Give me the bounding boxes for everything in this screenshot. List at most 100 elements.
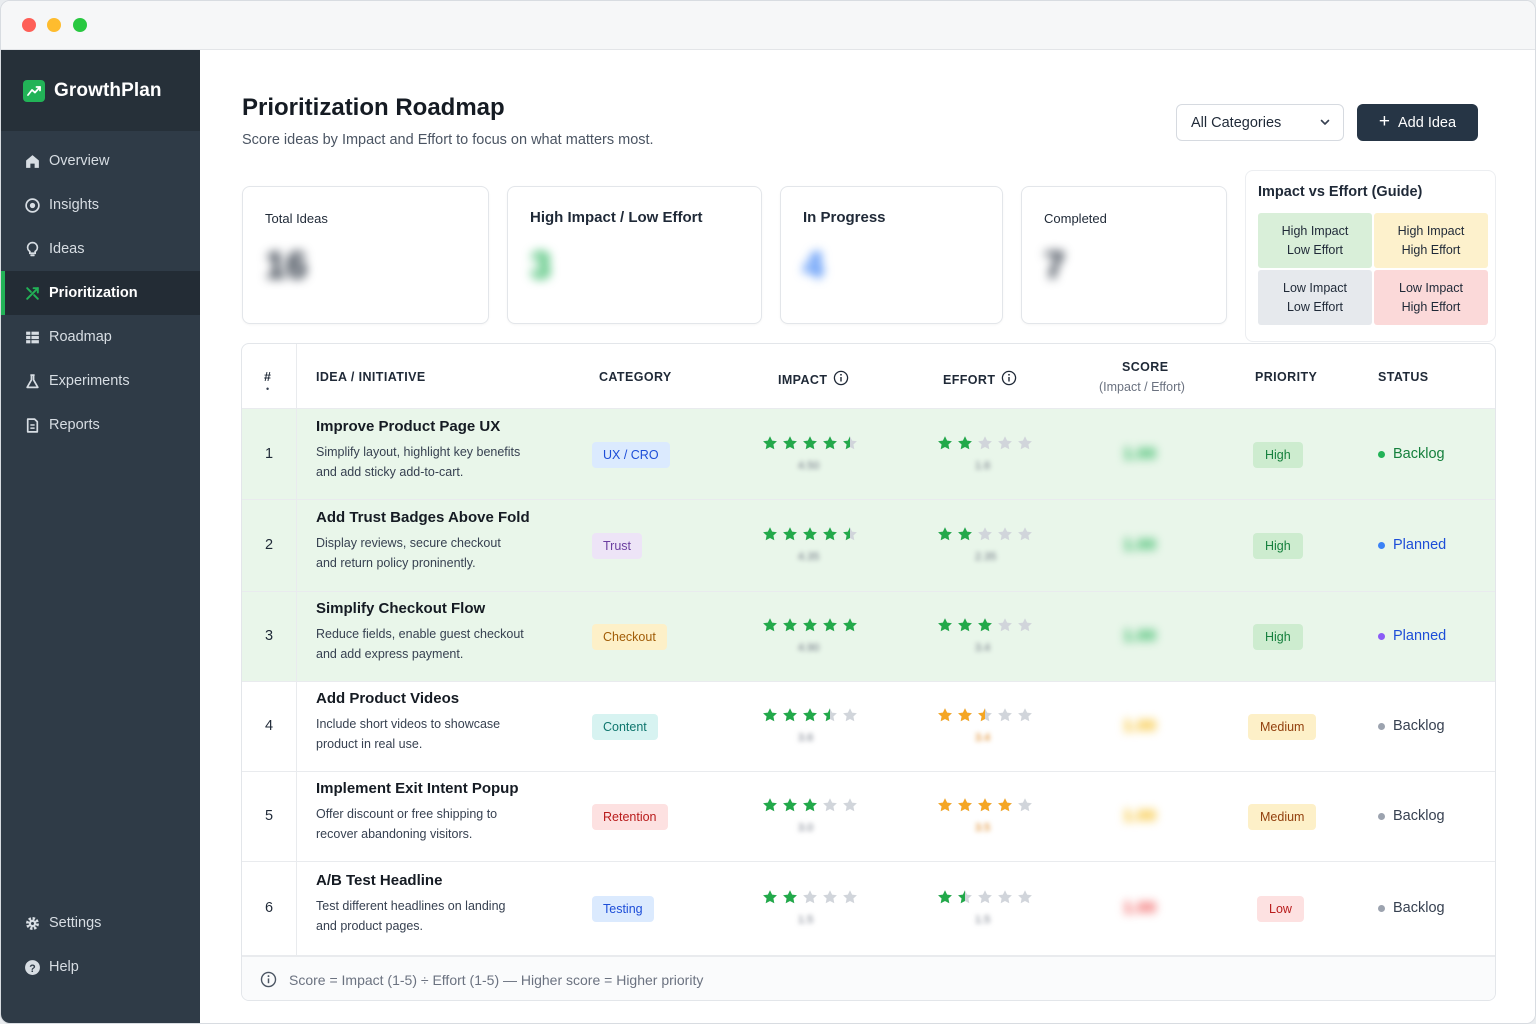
ideas-table: # • IDEA / INITIATIVE CATEGORY IMPACT EF… bbox=[241, 343, 1496, 1001]
star-icon bbox=[1018, 436, 1032, 450]
idea-title[interactable]: Implement Exit Intent Popup bbox=[316, 780, 519, 797]
star-icon bbox=[958, 436, 972, 450]
sidebar-item-settings[interactable]: Settings bbox=[1, 901, 200, 945]
row-number: 3 bbox=[265, 628, 274, 644]
impact-stars bbox=[762, 526, 862, 544]
idea-description: Display reviews, secure checkout and retu… bbox=[316, 533, 556, 573]
guide-cell-high-impact-low-effort: High Impact Low Effort bbox=[1258, 213, 1372, 268]
sidebar-item-reports[interactable]: Reports bbox=[1, 403, 200, 447]
star-icon bbox=[783, 890, 797, 904]
idea-description: Test different headlines on landing and p… bbox=[316, 896, 556, 936]
table-row[interactable]: 5 Implement Exit Intent Popup Offer disc… bbox=[242, 772, 1495, 862]
star-icon bbox=[978, 436, 992, 450]
plus-icon: + bbox=[1378, 111, 1391, 132]
status-text: Planned bbox=[1393, 537, 1447, 553]
info-icon[interactable] bbox=[1001, 370, 1017, 389]
column-header-status[interactable]: STATUS bbox=[1378, 370, 1429, 384]
idea-description-line: and product pages. bbox=[316, 919, 424, 933]
star-icon bbox=[938, 798, 952, 812]
impact-value: 4.90 bbox=[798, 642, 820, 654]
column-header-idea[interactable]: IDEA / INITIATIVE bbox=[316, 370, 426, 384]
status-text: Planned bbox=[1393, 628, 1447, 644]
table-row[interactable]: 2 Add Trust Badges Above Fold Display re… bbox=[242, 500, 1495, 592]
sidebar-item-help[interactable]: ? Help bbox=[1, 945, 200, 989]
sidebar-item-experiments[interactable]: Experiments bbox=[1, 359, 200, 403]
guide-cell-low-impact-low-effort: Low Impact Low Effort bbox=[1258, 270, 1372, 325]
brand[interactable]: GrowthPlan bbox=[1, 50, 200, 131]
idea-description: Simplify layout, highlight key benefits a… bbox=[316, 442, 556, 482]
star-icon bbox=[978, 527, 992, 541]
column-header-category[interactable]: CATEGORY bbox=[599, 370, 672, 384]
category-filter-select[interactable]: All Categories bbox=[1176, 104, 1344, 141]
status-label[interactable]: Backlog bbox=[1378, 446, 1445, 462]
idea-title[interactable]: Add Trust Badges Above Fold bbox=[316, 509, 530, 526]
idea-description: Include short videos to showcase product … bbox=[316, 714, 556, 754]
status-label[interactable]: Planned bbox=[1378, 537, 1446, 553]
add-idea-label: Add Idea bbox=[1398, 114, 1457, 131]
table-row[interactable]: 4 Add Product Videos Include short video… bbox=[242, 682, 1495, 772]
idea-description-line: Test different headlines on landing bbox=[316, 899, 506, 913]
score-value: 1.00 bbox=[1123, 716, 1157, 735]
impact-value: 3.0 bbox=[798, 822, 814, 834]
add-idea-button[interactable]: + Add Idea bbox=[1357, 104, 1478, 141]
maximize-window-button[interactable] bbox=[73, 18, 87, 32]
category-tag: Trust bbox=[592, 533, 643, 559]
idea-title[interactable]: Add Product Videos bbox=[316, 690, 460, 707]
grid-icon bbox=[23, 328, 41, 346]
column-header-effort[interactable]: EFFORT bbox=[943, 370, 1017, 389]
idea-description-line: and add express payment. bbox=[316, 647, 464, 661]
sidebar-item-label: Experiments bbox=[49, 373, 130, 389]
stat-value: 16 bbox=[265, 245, 308, 287]
star-icon bbox=[998, 436, 1012, 450]
sidebar-item-ideas[interactable]: Ideas bbox=[1, 227, 200, 271]
column-header-score[interactable]: SCORE bbox=[1122, 360, 1169, 374]
close-window-button[interactable] bbox=[22, 18, 36, 32]
sidebar-item-label: Settings bbox=[49, 915, 102, 931]
stat-card-total-ideas: Total Ideas 16 bbox=[242, 186, 489, 324]
category-filter-value: All Categories bbox=[1191, 114, 1282, 131]
column-header-priority[interactable]: PRIORITY bbox=[1255, 370, 1318, 384]
idea-title[interactable]: Improve Product Page UX bbox=[316, 418, 501, 435]
priority-badge: High bbox=[1253, 533, 1303, 559]
info-icon[interactable] bbox=[833, 370, 849, 389]
stat-value: 3 bbox=[530, 245, 552, 287]
info-icon bbox=[260, 971, 277, 988]
status-text: Backlog bbox=[1393, 446, 1445, 462]
status-label[interactable]: Backlog bbox=[1378, 900, 1445, 916]
table-row[interactable]: 1 Improve Product Page UX Simplify layou… bbox=[242, 409, 1495, 500]
minimize-window-button[interactable] bbox=[47, 18, 61, 32]
arrows-icon bbox=[23, 284, 41, 302]
idea-title[interactable]: A/B Test Headline bbox=[316, 872, 443, 889]
sidebar-item-roadmap[interactable]: Roadmap bbox=[1, 315, 200, 359]
sidebar-item-overview[interactable]: Overview bbox=[1, 139, 200, 183]
sidebar-item-label: Prioritization bbox=[49, 285, 138, 301]
idea-description-line: and add sticky add-to-cart. bbox=[316, 465, 464, 479]
guide-cell-line: High Effort bbox=[1401, 299, 1461, 314]
table-row[interactable]: 3 Simplify Checkout Flow Reduce fields, … bbox=[242, 592, 1495, 682]
guide-cell-line: High Impact bbox=[1281, 223, 1349, 238]
idea-title[interactable]: Simplify Checkout Flow bbox=[316, 600, 486, 617]
status-label[interactable]: Backlog bbox=[1378, 808, 1445, 824]
star-icon bbox=[978, 618, 992, 632]
help-icon: ? bbox=[23, 958, 41, 976]
star-icon bbox=[1018, 527, 1032, 541]
status-label[interactable]: Planned bbox=[1378, 628, 1446, 644]
effort-stars bbox=[937, 797, 1037, 815]
star-icon bbox=[1018, 618, 1032, 632]
column-header-num[interactable]: # bbox=[264, 370, 272, 384]
sidebar-item-insights[interactable]: Insights bbox=[1, 183, 200, 227]
star-icon bbox=[978, 890, 992, 904]
column-header-impact[interactable]: IMPACT bbox=[778, 370, 849, 389]
row-number: 5 bbox=[265, 808, 274, 824]
stat-value: 4 bbox=[803, 245, 825, 287]
sidebar-item-prioritization[interactable]: Prioritization bbox=[1, 271, 200, 315]
status-label[interactable]: Backlog bbox=[1378, 718, 1445, 734]
gear-icon bbox=[23, 914, 41, 932]
effort-value: 3.5 bbox=[975, 822, 991, 834]
star-icon bbox=[803, 527, 817, 541]
table-row[interactable]: 6 A/B Test Headline Test different headl… bbox=[242, 862, 1495, 956]
column-divider bbox=[296, 344, 297, 956]
bulb-icon bbox=[23, 240, 41, 258]
star-icon bbox=[843, 798, 857, 812]
star-icon bbox=[998, 618, 1012, 632]
